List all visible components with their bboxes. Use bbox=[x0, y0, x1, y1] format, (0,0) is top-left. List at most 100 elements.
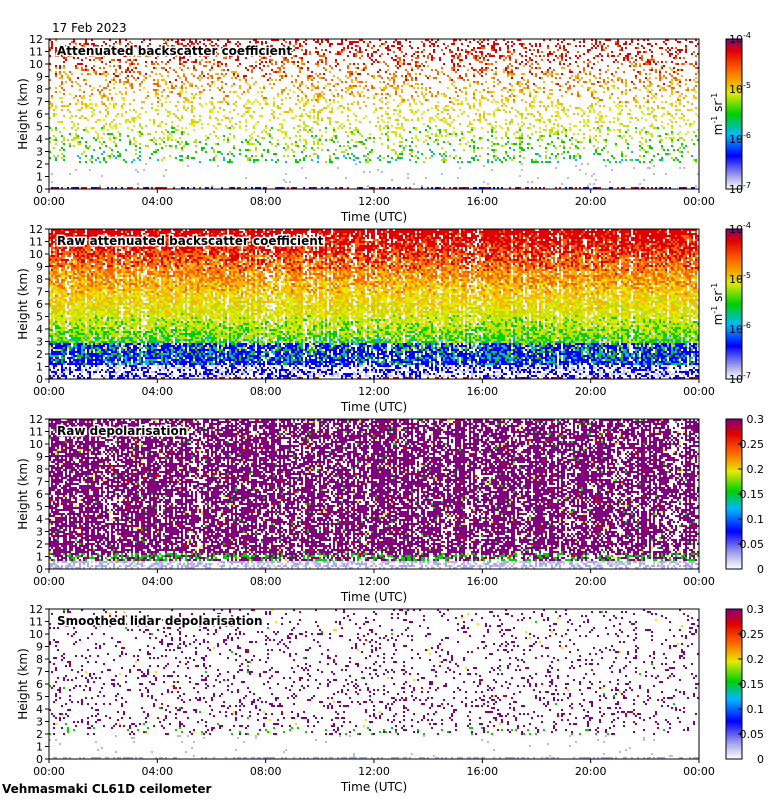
y-tick-label: 8 bbox=[36, 653, 43, 666]
x-tick-label: 00:00 bbox=[33, 765, 65, 778]
x-tick-label: 12:00 bbox=[358, 385, 390, 398]
x-tick-label: 16:00 bbox=[466, 385, 498, 398]
x-tick-label: 12:00 bbox=[358, 575, 390, 588]
x-axis-label: Time (UTC) bbox=[340, 780, 407, 794]
colorbar-tick-label: 0.05 bbox=[740, 538, 765, 551]
y-tick-label: 8 bbox=[36, 463, 43, 476]
x-tick-label: 08:00 bbox=[250, 195, 282, 208]
y-tick-label: 7 bbox=[36, 96, 43, 109]
x-axis-label: Time (UTC) bbox=[340, 400, 407, 414]
y-tick-label: 4 bbox=[36, 513, 43, 526]
y-tick-label: 2 bbox=[36, 348, 43, 361]
x-axis-label: Time (UTC) bbox=[340, 590, 407, 604]
x-axis-label: Time (UTC) bbox=[340, 210, 407, 224]
y-tick-label: 11 bbox=[29, 426, 43, 439]
y-tick-label: 3 bbox=[36, 526, 43, 539]
y-tick-label: 8 bbox=[36, 273, 43, 286]
y-tick-label: 12 bbox=[29, 603, 43, 616]
x-tick-label: 00:00 bbox=[683, 385, 715, 398]
x-tick-label: 20:00 bbox=[575, 765, 607, 778]
colorbar-tick-label: 0.1 bbox=[747, 513, 765, 526]
colorbar-tick-label: 0.25 bbox=[740, 628, 765, 641]
colorbar-unit: m-1 sr-1 bbox=[710, 93, 725, 136]
colorbar: 10-4 10-5 10-6 10-7 m-1 sr-1 bbox=[710, 221, 751, 386]
colorbar-tick-label: 10-4 bbox=[729, 221, 751, 236]
y-tick-label: 7 bbox=[36, 476, 43, 489]
y-tick-label: 0 bbox=[36, 373, 43, 386]
y-tick-label: 9 bbox=[36, 451, 43, 464]
y-tick-label: 7 bbox=[36, 666, 43, 679]
y-tick-label: 1 bbox=[36, 741, 43, 754]
heatmap-cell-group bbox=[49, 419, 699, 561]
y-tick-label: 2 bbox=[36, 728, 43, 741]
y-tick-label: 10 bbox=[29, 628, 43, 641]
x-tick-label: 00:00 bbox=[33, 575, 65, 588]
heatmap-cell-group bbox=[49, 249, 699, 317]
colorbar-tick-label: 10-6 bbox=[729, 131, 751, 146]
heatmap-cell-group bbox=[49, 39, 697, 105]
x-tick-label: 04:00 bbox=[141, 195, 173, 208]
y-tick-label: 6 bbox=[36, 108, 43, 121]
panel-title: Attenuated backscatter coefficient bbox=[57, 44, 292, 58]
colorbar-tick-label: 10-4 bbox=[729, 31, 751, 46]
x-tick-label: 00:00 bbox=[683, 765, 715, 778]
x-tick-label: 04:00 bbox=[141, 765, 173, 778]
y-tick-label: 0 bbox=[36, 563, 43, 576]
y-tick-label: 11 bbox=[29, 236, 43, 249]
y-tick-label: 4 bbox=[36, 703, 43, 716]
x-tick-label: 20:00 bbox=[575, 575, 607, 588]
panel-title: Smoothed lidar depolarisation bbox=[57, 614, 263, 628]
colorbar-tick-label: 10-7 bbox=[729, 371, 751, 386]
x-tick-label: 04:00 bbox=[141, 385, 173, 398]
y-tick-label: 10 bbox=[29, 58, 43, 71]
x-tick-label: 12:00 bbox=[358, 195, 390, 208]
y-tick-label: 2 bbox=[36, 538, 43, 551]
x-tick-label: 20:00 bbox=[575, 195, 607, 208]
y-tick-label: 0 bbox=[36, 753, 43, 766]
colorbar-tick-label: 0 bbox=[757, 563, 764, 576]
y-tick-label: 6 bbox=[36, 678, 43, 691]
heatmap-cell-group bbox=[49, 609, 699, 735]
colorbar-tick-label: 0.25 bbox=[740, 438, 765, 451]
y-tick-label: 1 bbox=[36, 551, 43, 564]
y-tick-label: 3 bbox=[36, 146, 43, 159]
y-tick-label: 9 bbox=[36, 641, 43, 654]
colorbar-tick-label: 10-6 bbox=[729, 321, 751, 336]
colorbar: 0.3 0.25 0.2 0.15 0.1 0.05 0 bbox=[725, 413, 765, 576]
y-axis-label: Height (km) bbox=[16, 648, 30, 719]
colorbar-tick-label: 0.3 bbox=[747, 603, 765, 616]
y-tick-label: 2 bbox=[36, 158, 43, 171]
heatmap-cell-group bbox=[49, 419, 699, 561]
colorbar-tick-label: 0.05 bbox=[740, 728, 765, 741]
heatmap-cells bbox=[49, 229, 699, 379]
colorbar-tick-label: 0.3 bbox=[747, 413, 765, 426]
y-tick-label: 5 bbox=[36, 121, 43, 134]
x-tick-label: 16:00 bbox=[466, 575, 498, 588]
panel-title: Raw attenuated backscatter coefficient bbox=[57, 234, 324, 248]
y-tick-label: 12 bbox=[29, 33, 43, 46]
heatmap-cells bbox=[49, 419, 699, 569]
y-tick-label: 0 bbox=[36, 183, 43, 196]
instrument-footer: Vehmasmaki CL61D ceilometer bbox=[2, 782, 211, 796]
y-tick-label: 10 bbox=[29, 438, 43, 451]
x-tick-label: 08:00 bbox=[250, 385, 282, 398]
y-tick-label: 11 bbox=[29, 46, 43, 59]
heatmap-cell-group bbox=[49, 561, 699, 569]
y-tick-label: 6 bbox=[36, 298, 43, 311]
colorbar-tick-label: 0.2 bbox=[747, 463, 765, 476]
colorbar-unit: m-1 sr-1 bbox=[710, 283, 725, 326]
y-axis-label: Height (km) bbox=[16, 268, 30, 339]
heatmap-cell-group bbox=[49, 229, 699, 297]
y-tick-label: 5 bbox=[36, 311, 43, 324]
colorbar-tick-label: 0.15 bbox=[740, 678, 765, 691]
colorbar-tick-label: 0 bbox=[757, 753, 764, 766]
x-tick-label: 16:00 bbox=[466, 195, 498, 208]
y-tick-label: 3 bbox=[36, 336, 43, 349]
heatmap-cell-group bbox=[49, 103, 697, 163]
